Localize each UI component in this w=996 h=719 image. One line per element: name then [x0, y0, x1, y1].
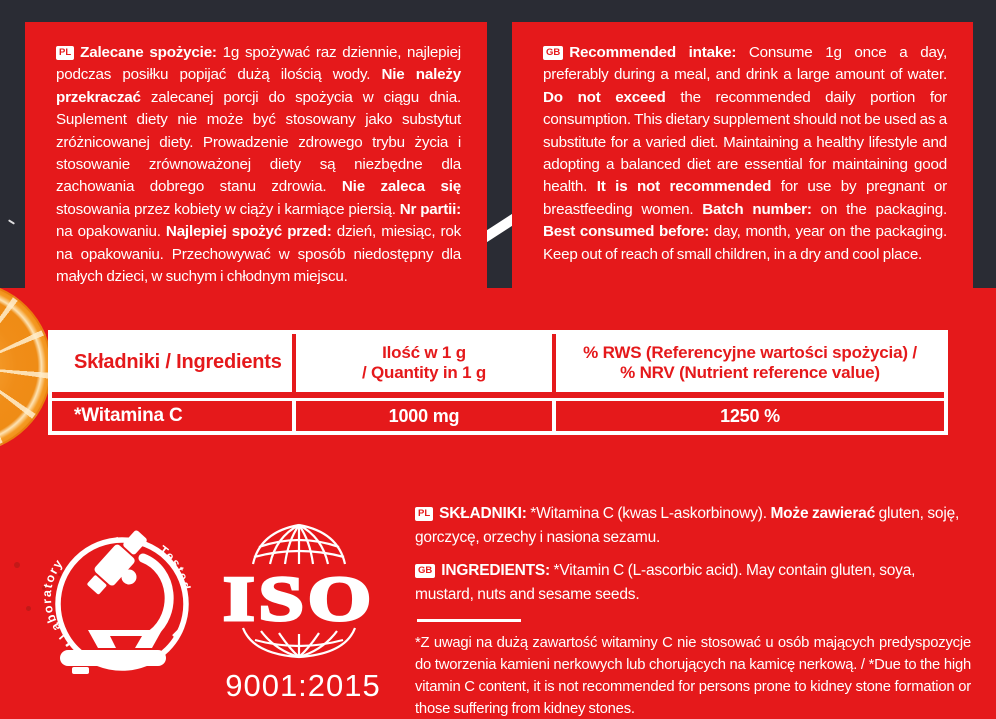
divider-line — [417, 619, 521, 622]
droplet-speck — [42, 586, 46, 590]
header-ingredients-line1: Składniki / Ingredients — [74, 351, 282, 374]
table-row: *Witamina C 1000 mg 1250 % — [52, 398, 944, 431]
arc-text-laboratory: Laboratory — [40, 556, 69, 642]
panel-intake-pl: PL Zalecane spożycie: 1g spożywać raz dzi… — [25, 22, 487, 290]
iso-subtitle: 9001:2015 — [225, 668, 381, 703]
panel-intake-gb: GB Recommended intake: Consume 1g once a … — [512, 22, 973, 290]
arc-dash — [172, 629, 180, 637]
iso-globe-bottom-icon — [241, 627, 357, 659]
intake-text-pl: PL Zalecane spożycie: 1g spożywać raz dzi… — [56, 42, 461, 288]
intake-richtext-gb: Recommended intake: Consume 1g once a da… — [543, 44, 948, 263]
orange-slice-image — [0, 281, 52, 453]
arc-dash — [109, 536, 119, 543]
intake-text-gb: GB Recommended intake: Consume 1g once a … — [543, 42, 947, 266]
cell-ingredient-name: *Witamina C — [74, 405, 183, 426]
laboratory-tested-badge: Laboratory Tested — [40, 530, 192, 674]
ingredients-richtext-gb: INGREDIENTS: *Vitamin C (L-ascorbic acid… — [415, 562, 916, 603]
header-cell-nrv: % RWS (Referencyjne wartości spożycia) /… — [552, 334, 944, 392]
table-header-row: Składniki / Ingredients Ilość w 1 g / Qu… — [52, 334, 944, 392]
header-cell-quantity: Ilość w 1 g / Quantity in 1 g — [292, 334, 552, 392]
droplet-speck — [26, 606, 31, 611]
microscope-icon — [60, 530, 174, 674]
ingredients-richtext-pl: SKŁADNIKI: *Witamina C (kwas L-askorbino… — [415, 505, 960, 546]
iso-title: ISO — [223, 563, 375, 634]
cell-nrv-value: 1250 % — [552, 401, 944, 431]
gb-flag-icon: GB — [415, 564, 436, 578]
badge-circle — [55, 537, 189, 671]
iso-globe-top-icon — [251, 523, 347, 565]
kidney-stone-footnote: *Z uwagi na dużą zawartość witaminy C ni… — [415, 635, 971, 717]
pl-flag-icon: PL — [415, 507, 434, 521]
droplet-speck — [58, 573, 61, 576]
header-nrv-line2: % NRV (Nutrient reference value) — [620, 363, 880, 382]
header-nrv-line1: % RWS (Referencyjne wartości spożycia) / — [583, 342, 917, 362]
ingredients-section: PL SKŁADNIKI: *Witamina C (kwas L-askorbi… — [415, 502, 971, 719]
intake-richtext-pl: Zalecane spożycie: 1g spożywać raz dzien… — [56, 44, 462, 286]
cell-quantity-value: 1000 mg — [292, 401, 552, 431]
header-cell-ingredients: Składniki / Ingredients — [52, 334, 292, 392]
header-quantity-line1: Ilość w 1 g — [382, 342, 466, 362]
pl-flag-icon: PL — [56, 46, 75, 60]
ingredients-pl: PL SKŁADNIKI: *Witamina C (kwas L-askorbi… — [415, 502, 971, 550]
iso-9001-logo: ISO 9001:2015 — [222, 523, 381, 703]
ingredients-table: Składniki / Ingredients Ilość w 1 g / Qu… — [48, 330, 948, 435]
arc-dash — [65, 640, 74, 647]
ingredients-gb: GB INGREDIENTS: *Vitamin C (L-ascorbic ac… — [415, 559, 971, 607]
header-quantity-line2: / Quantity in 1 g — [361, 363, 487, 382]
droplet-speck — [14, 562, 20, 568]
gb-flag-icon: GB — [543, 46, 564, 60]
